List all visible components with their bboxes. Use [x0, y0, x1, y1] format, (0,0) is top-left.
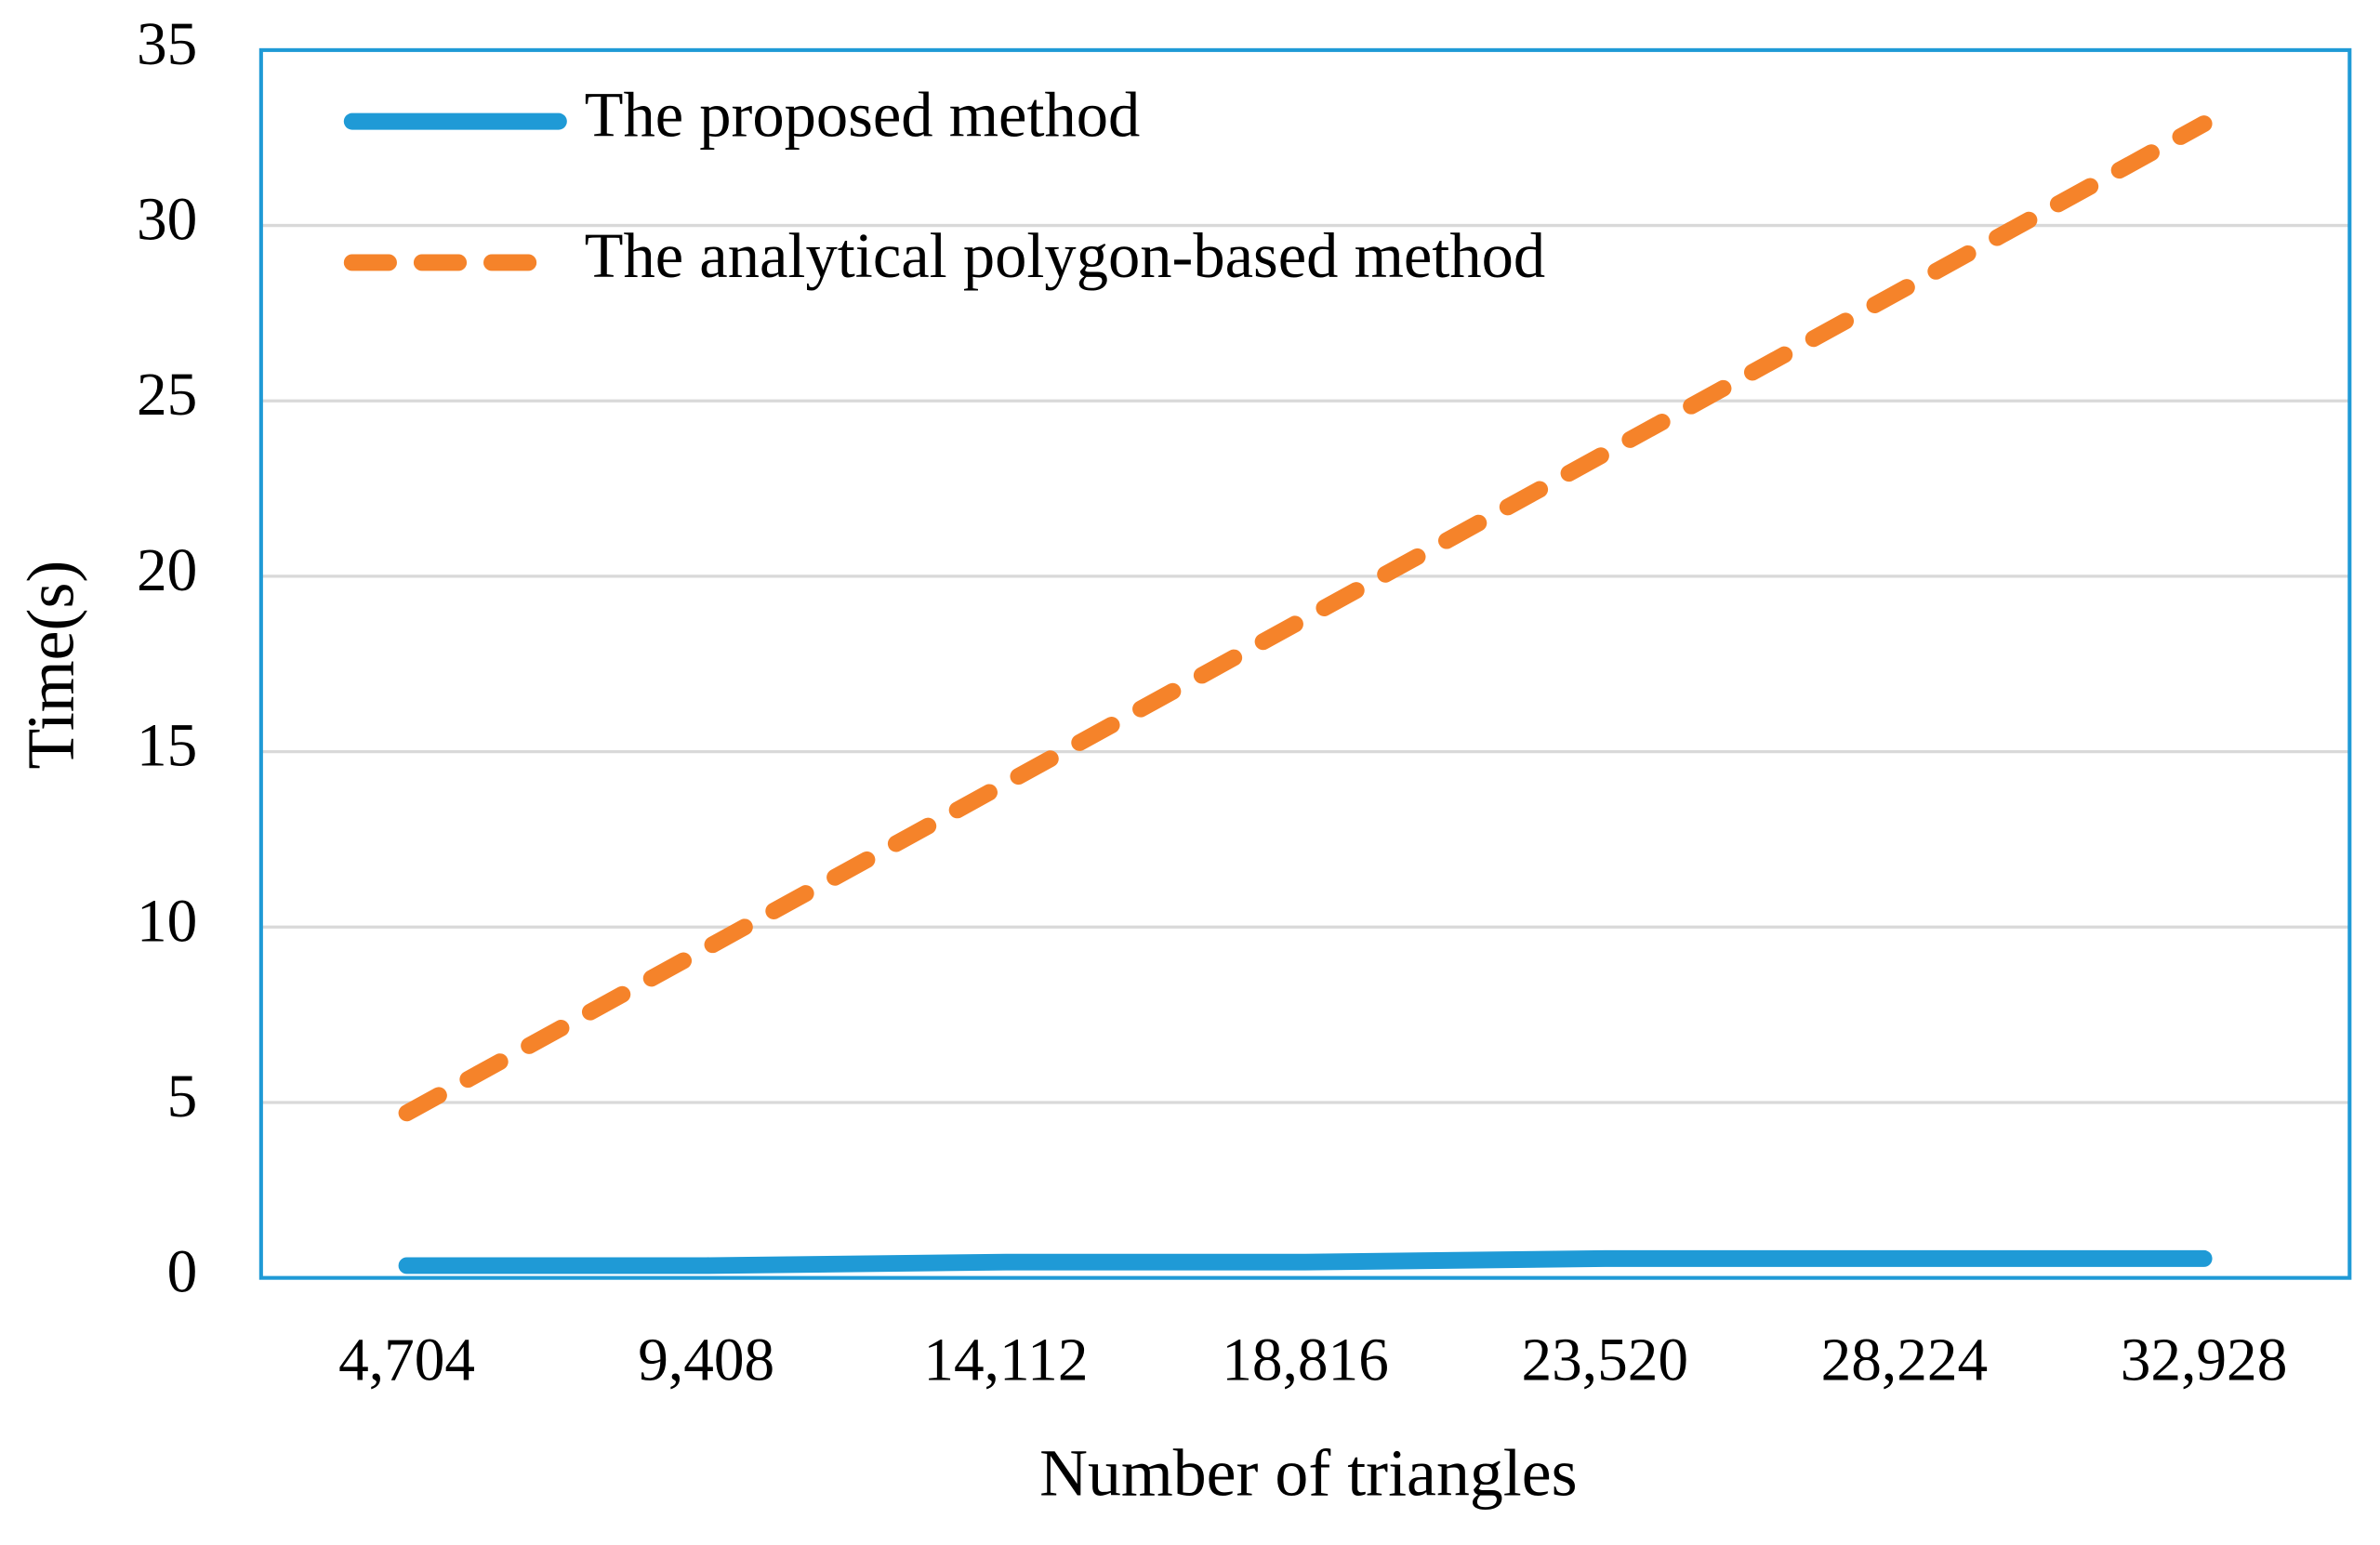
- y-tick-label: 35: [137, 11, 197, 78]
- y-tick-label: 20: [137, 537, 197, 604]
- y-tick-label: 5: [167, 1063, 198, 1130]
- y-tick-label: 10: [137, 888, 197, 955]
- x-tick-label: 4,704: [338, 1327, 475, 1393]
- x-axis-title: Number of triangles: [1039, 1435, 1577, 1510]
- y-axis-title: Time(s): [14, 561, 88, 770]
- plot-frame: [258, 47, 2352, 1280]
- x-tick-label: 18,816: [1222, 1327, 1389, 1393]
- y-tick-label: 15: [137, 713, 197, 780]
- series-line: [398, 115, 2213, 1122]
- x-tick-label: 28,224: [1821, 1327, 1989, 1393]
- x-tick-label: 9,408: [638, 1327, 774, 1393]
- x-tick-label: 32,928: [2121, 1327, 2288, 1393]
- y-tick-label: 30: [137, 187, 197, 254]
- legend-label: The analytical polygon-based method: [585, 220, 1546, 291]
- y-tick-label: 0: [167, 1239, 198, 1306]
- x-tick-label: 14,112: [923, 1327, 1088, 1393]
- y-tick-label: 25: [137, 362, 197, 429]
- series-line: [398, 1249, 2213, 1274]
- x-tick-label: 23,520: [1521, 1327, 1688, 1393]
- legend-label: The proposed method: [585, 79, 1141, 150]
